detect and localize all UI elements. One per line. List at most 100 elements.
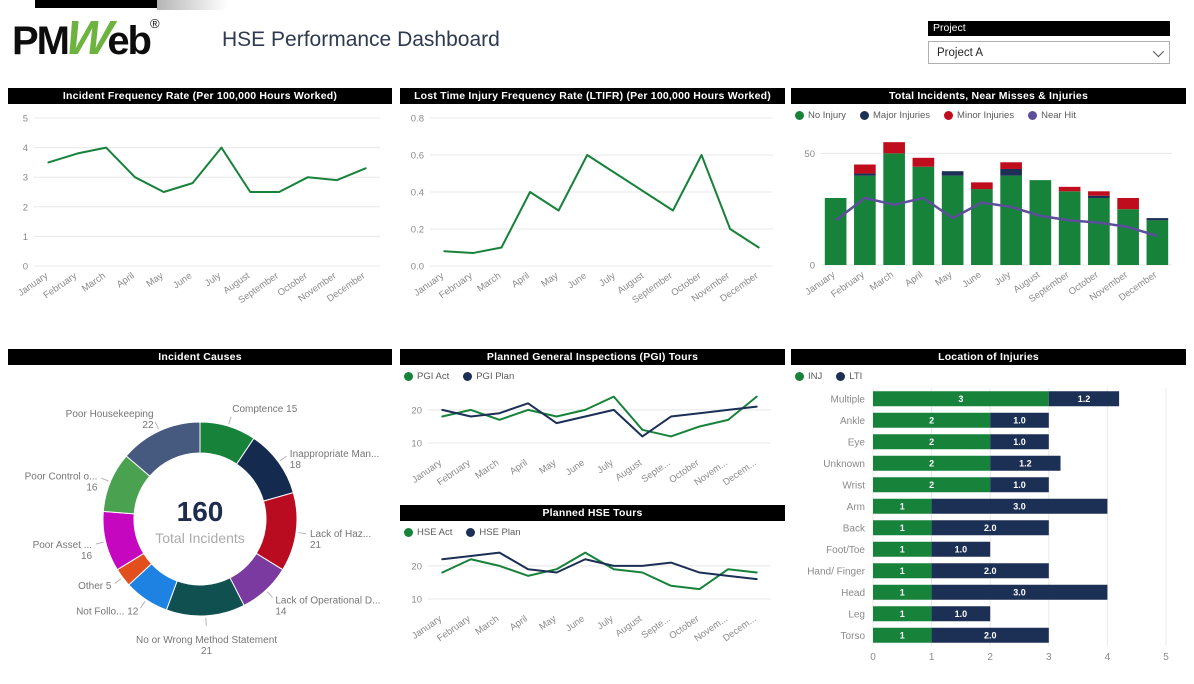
svg-text:2.0: 2.0 — [984, 630, 997, 640]
svg-text:April: April — [115, 270, 137, 290]
svg-text:Foot/Toe: Foot/Toe — [826, 545, 865, 556]
svg-text:3.0: 3.0 — [1013, 501, 1026, 511]
svg-text:Arm: Arm — [847, 502, 865, 513]
svg-text:1: 1 — [900, 523, 905, 533]
svg-text:February: February — [829, 269, 867, 300]
legend-dot-icon — [795, 111, 804, 120]
panel-incident-causes: Incident Causes Comptence 15 Inappropriat… — [8, 349, 392, 677]
svg-text:1: 1 — [900, 587, 905, 597]
svg-text:3: 3 — [23, 173, 28, 184]
legend-item[interactable]: LTI — [836, 371, 862, 382]
svg-text:May: May — [537, 457, 558, 476]
screen-artifact-fade — [157, 0, 227, 10]
legend-item[interactable]: HSE Plan — [466, 527, 521, 538]
svg-text:3: 3 — [958, 394, 963, 404]
svg-text:August: August — [614, 613, 645, 639]
svg-text:0.8: 0.8 — [411, 114, 424, 125]
svg-text:Lack of Haz...21: Lack of Haz... 21 — [310, 529, 371, 551]
svg-text:March: March — [475, 270, 503, 294]
svg-text:4: 4 — [1105, 652, 1111, 663]
svg-text:Septe...: Septe... — [640, 613, 673, 641]
svg-text:2: 2 — [987, 652, 993, 663]
svg-text:1: 1 — [900, 630, 905, 640]
legend-item[interactable]: HSE Act — [404, 527, 452, 538]
svg-text:160: 160 — [177, 496, 224, 527]
legend-label: Near Hit — [1041, 110, 1076, 121]
chart-title: Lost Time Injury Frequency Rate (LTIFR) … — [400, 88, 785, 104]
legend-dot-icon — [404, 528, 413, 537]
svg-text:Lack of Operational D...14: Lack of Operational D... 14 — [275, 596, 380, 618]
svg-text:Multiple: Multiple — [831, 394, 866, 405]
chart-title: Location of Injuries — [791, 349, 1186, 365]
chart-title: Total Incidents, Near Misses & Injuries — [791, 88, 1186, 104]
project-dropdown[interactable]: Project A — [928, 41, 1170, 64]
svg-text:2: 2 — [23, 202, 28, 213]
svg-text:Other 5: Other 5 — [78, 581, 112, 592]
svg-text:2.0: 2.0 — [984, 566, 997, 576]
legend-item[interactable]: No Injury — [795, 110, 846, 121]
location-of-injuries-bar-chart[interactable]: 0 1 2 3 4 5 Multiple 3 1.2 Ankle 2 1.0 Eye 2 1.0 Unknow… — [791, 384, 1186, 670]
svg-text:1: 1 — [900, 501, 905, 511]
svg-text:0.2: 0.2 — [411, 225, 424, 236]
svg-text:July: July — [993, 269, 1013, 288]
legend-item[interactable]: INJ — [795, 371, 822, 382]
legend-label: HSE Act — [417, 527, 453, 538]
panel-pgi-tours: Planned General Inspections (PGI) Tours … — [400, 349, 785, 501]
legend-item[interactable]: PGI Act — [404, 371, 449, 382]
legend-label: PGI Plan — [476, 371, 515, 382]
svg-text:0.4: 0.4 — [411, 188, 424, 199]
svg-text:2.0: 2.0 — [984, 523, 997, 533]
legend-item[interactable]: PGI Plan — [463, 371, 514, 382]
svg-text:Poor Control o...16: Poor Control o... 16 — [25, 472, 98, 494]
svg-text:Ankle: Ankle — [840, 416, 865, 427]
legend-item[interactable]: Minor Injuries — [944, 110, 1014, 121]
svg-text:4: 4 — [23, 143, 28, 154]
legend-label: INJ — [808, 371, 823, 382]
project-slicer: Project Project A — [928, 21, 1170, 64]
svg-text:5: 5 — [23, 114, 28, 125]
svg-text:2: 2 — [929, 437, 934, 447]
svg-text:1.0: 1.0 — [955, 544, 968, 554]
chevron-down-icon — [1152, 45, 1165, 57]
svg-text:March: March — [868, 269, 896, 293]
svg-text:50: 50 — [804, 149, 815, 160]
page-title: HSE Performance Dashboard — [222, 28, 500, 51]
svg-text:May: May — [539, 270, 560, 289]
legend-label: PGI Act — [417, 371, 450, 382]
legend-dot-icon — [860, 111, 870, 120]
svg-text:June: June — [566, 270, 589, 291]
svg-text:May: May — [537, 613, 558, 632]
panel-total-incidents: Total Incidents, Near Misses & Injuries … — [791, 88, 1186, 323]
project-slicer-label: Project — [928, 21, 1170, 36]
svg-text:Poor Asset ...16: Poor Asset ... 16 — [33, 540, 93, 562]
svg-text:April: April — [510, 270, 532, 290]
svg-text:Septe...: Septe... — [640, 457, 673, 485]
svg-text:10: 10 — [411, 439, 422, 450]
legend-item[interactable]: Major Injuries — [860, 110, 930, 121]
svg-text:April: April — [903, 269, 925, 289]
svg-text:1.2: 1.2 — [1078, 394, 1091, 404]
incident-causes-donut-chart[interactable]: Comptence 15 Inappropriate Man... 18 Lack o… — [8, 365, 392, 677]
svg-text:Wrist: Wrist — [842, 480, 865, 491]
svg-text:2: 2 — [929, 480, 934, 490]
svg-text:May: May — [144, 270, 165, 289]
svg-text:March: March — [473, 613, 501, 637]
hse-tours-legend: HSE Act HSE Plan — [400, 521, 785, 540]
total-incidents-legend: No Injury Major Injuries Minor Injuries Nea… — [791, 104, 1186, 123]
registered-mark: ® — [150, 16, 160, 31]
legend-label: LTI — [849, 371, 863, 382]
pgi-tours-legend: PGI Act PGI Plan — [400, 365, 785, 384]
svg-text:June: June — [960, 269, 983, 290]
legend-dot-icon — [1028, 111, 1038, 120]
svg-text:Torso: Torso — [841, 631, 866, 642]
legend-label: No Injury — [808, 110, 847, 121]
legend-item[interactable]: Near Hit — [1028, 110, 1076, 121]
legend-dot-icon — [404, 372, 413, 381]
svg-text:1.0: 1.0 — [955, 609, 968, 619]
